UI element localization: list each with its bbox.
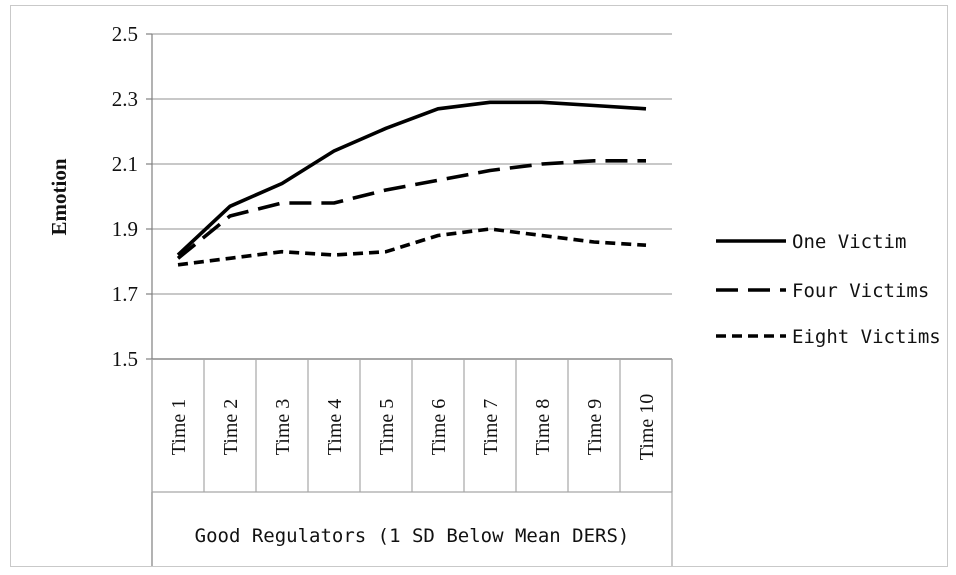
series-line-eight-victims bbox=[177, 227, 647, 267]
series-line-one-victim bbox=[176, 100, 647, 257]
y-axis-label: Emotion bbox=[47, 158, 71, 235]
x-category-label: Time 2 bbox=[220, 399, 242, 456]
legend-entry-label: Four Victims bbox=[792, 280, 929, 302]
axes: 1.5 1.7 1.9 2.1 2.3 2.5 Time 1 Time 2 Time 3 Time… bbox=[112, 22, 673, 566]
x-category-label: Time 3 bbox=[272, 399, 294, 456]
y-tick-label: 1.5 bbox=[112, 347, 138, 371]
x-category-label: Time 7 bbox=[480, 399, 502, 456]
x-category-label: Time 10 bbox=[636, 394, 658, 461]
legend-entry-label: One Victim bbox=[792, 231, 906, 253]
x-category-label: Time 9 bbox=[584, 399, 606, 456]
x-category-label: Time 1 bbox=[168, 399, 190, 456]
x-category-label: Time 6 bbox=[428, 399, 450, 456]
y-tick-label: 2.5 bbox=[112, 22, 138, 46]
y-tick-label: 2.3 bbox=[112, 87, 138, 111]
x-category-label: Time 4 bbox=[324, 399, 346, 456]
series-lines bbox=[176, 100, 647, 267]
x-category-label: Time 5 bbox=[376, 399, 398, 456]
x-category-label: Time 8 bbox=[532, 399, 554, 456]
legend: One Victim Four Victims Eight Victims bbox=[716, 231, 941, 348]
y-tick-label: 2.1 bbox=[112, 152, 138, 176]
legend-entry-label: Eight Victims bbox=[792, 326, 941, 348]
x-axis-group-label: Good Regulators (1 SD Below Mean DERS) bbox=[195, 525, 630, 547]
gridlines bbox=[152, 33, 672, 360]
y-tick-label: 1.7 bbox=[112, 282, 138, 306]
y-tick-label: 1.9 bbox=[112, 217, 138, 241]
series-line-four-victims bbox=[176, 159, 646, 260]
